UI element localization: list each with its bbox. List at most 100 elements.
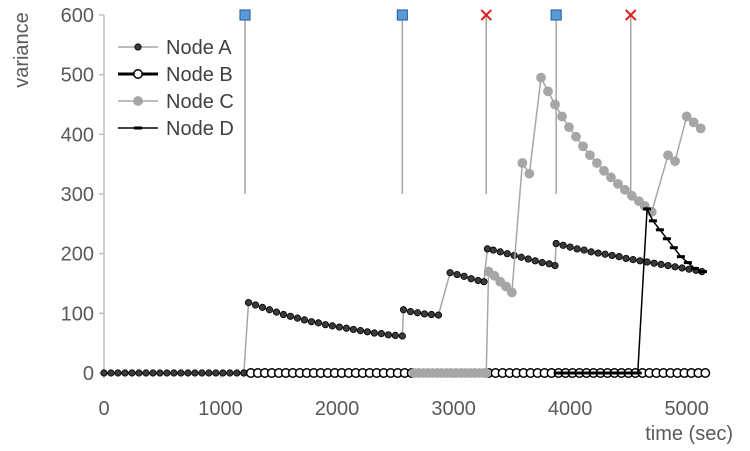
data-point: [363, 328, 371, 336]
data-point: [483, 245, 492, 253]
series-node-c: [409, 72, 706, 378]
data-point: [413, 309, 422, 317]
data-point: [489, 270, 500, 281]
data-point: [538, 259, 546, 267]
data-point: [636, 257, 644, 265]
data-point: [420, 310, 429, 318]
data-point: [552, 239, 560, 248]
data-point: [163, 369, 171, 377]
legend-swatch-marker: [133, 96, 143, 106]
series-line: [413, 75, 702, 374]
data-point: [335, 323, 344, 331]
data-point: [370, 329, 378, 337]
data-point: [474, 276, 482, 285]
data-point: [545, 260, 553, 268]
data-point: [587, 248, 595, 256]
x-tick-label: 1000: [198, 398, 243, 420]
data-point: [467, 275, 475, 283]
legend-item: Node D: [118, 118, 234, 140]
data-point: [279, 310, 288, 319]
data-point: [601, 250, 609, 258]
data-point: [226, 369, 234, 377]
data-point: [100, 369, 108, 377]
data-point: [233, 369, 241, 377]
data-point: [620, 184, 630, 195]
data-point: [481, 368, 492, 378]
data-point: [578, 141, 588, 152]
series-node-d: [554, 206, 708, 375]
event-square-marker: [239, 9, 251, 21]
series-node-a: [100, 239, 706, 377]
data-point: [258, 303, 267, 311]
data-point: [114, 369, 122, 377]
series-node-b: [245, 368, 711, 378]
legend: Node A Node B Node C Node D: [118, 37, 234, 140]
y-tick-label: 200: [61, 244, 94, 266]
data-point: [328, 322, 337, 330]
data-point: [460, 272, 468, 280]
data-point: [427, 310, 436, 319]
x-tick-label: 4000: [548, 398, 593, 420]
data-point: [149, 369, 157, 377]
data-point: [536, 72, 546, 83]
y-tick-label: 0: [83, 363, 94, 385]
data-point: [453, 270, 461, 279]
event-cross-stroke: [480, 9, 492, 21]
data-point: [613, 178, 623, 189]
x-tick-label: 0: [98, 398, 109, 420]
data-point: [177, 369, 185, 377]
data-point: [434, 311, 443, 319]
data-point: [286, 312, 295, 320]
data-point: [566, 243, 574, 251]
data-point: [524, 255, 532, 263]
y-tick-label: 600: [61, 5, 94, 27]
data-point: [564, 122, 574, 133]
data-point: [657, 260, 665, 269]
data-point: [627, 190, 637, 201]
data-point: [212, 369, 220, 377]
data-point: [503, 250, 511, 258]
series-line: [558, 206, 704, 374]
event-square-marker: [396, 9, 408, 21]
data-point: [406, 307, 415, 316]
data-point: [205, 369, 213, 377]
data-point: [356, 327, 364, 335]
legend-label: Node B: [166, 64, 233, 86]
legend-label: Node A: [166, 37, 232, 59]
x-tick-label: 5000: [664, 398, 709, 420]
x-tick-label: 2000: [315, 398, 360, 420]
data-point: [585, 150, 595, 161]
data-point: [219, 369, 227, 377]
data-point: [543, 86, 553, 97]
data-point: [681, 111, 692, 122]
data-point: [531, 257, 539, 265]
data-point: [480, 278, 488, 286]
data-point: [599, 165, 609, 176]
data-point: [107, 369, 115, 377]
data-point: [550, 99, 560, 110]
data-point: [501, 281, 511, 292]
data-point: [191, 369, 199, 377]
legend-swatch-marker: [134, 43, 142, 51]
data-point: [650, 259, 658, 267]
data-point: [606, 172, 616, 183]
data-point: [121, 369, 129, 377]
data-point: [293, 314, 302, 322]
legend-swatch-marker: [133, 69, 143, 79]
series-layer: [100, 72, 711, 378]
data-point: [700, 368, 711, 378]
data-point: [321, 321, 330, 329]
y-axis-title: variance: [11, 12, 33, 88]
y-tick-label: 100: [61, 303, 94, 325]
data-point: [272, 308, 281, 316]
data-point: [135, 369, 143, 377]
data-point: [496, 248, 504, 256]
data-point: [446, 269, 454, 277]
data-point: [506, 287, 517, 298]
data-point: [314, 319, 323, 327]
event-cross-marker: [625, 9, 637, 21]
data-point: [557, 111, 567, 122]
event-cross-marker: [480, 9, 492, 21]
data-point: [671, 263, 679, 271]
data-point: [244, 298, 253, 307]
